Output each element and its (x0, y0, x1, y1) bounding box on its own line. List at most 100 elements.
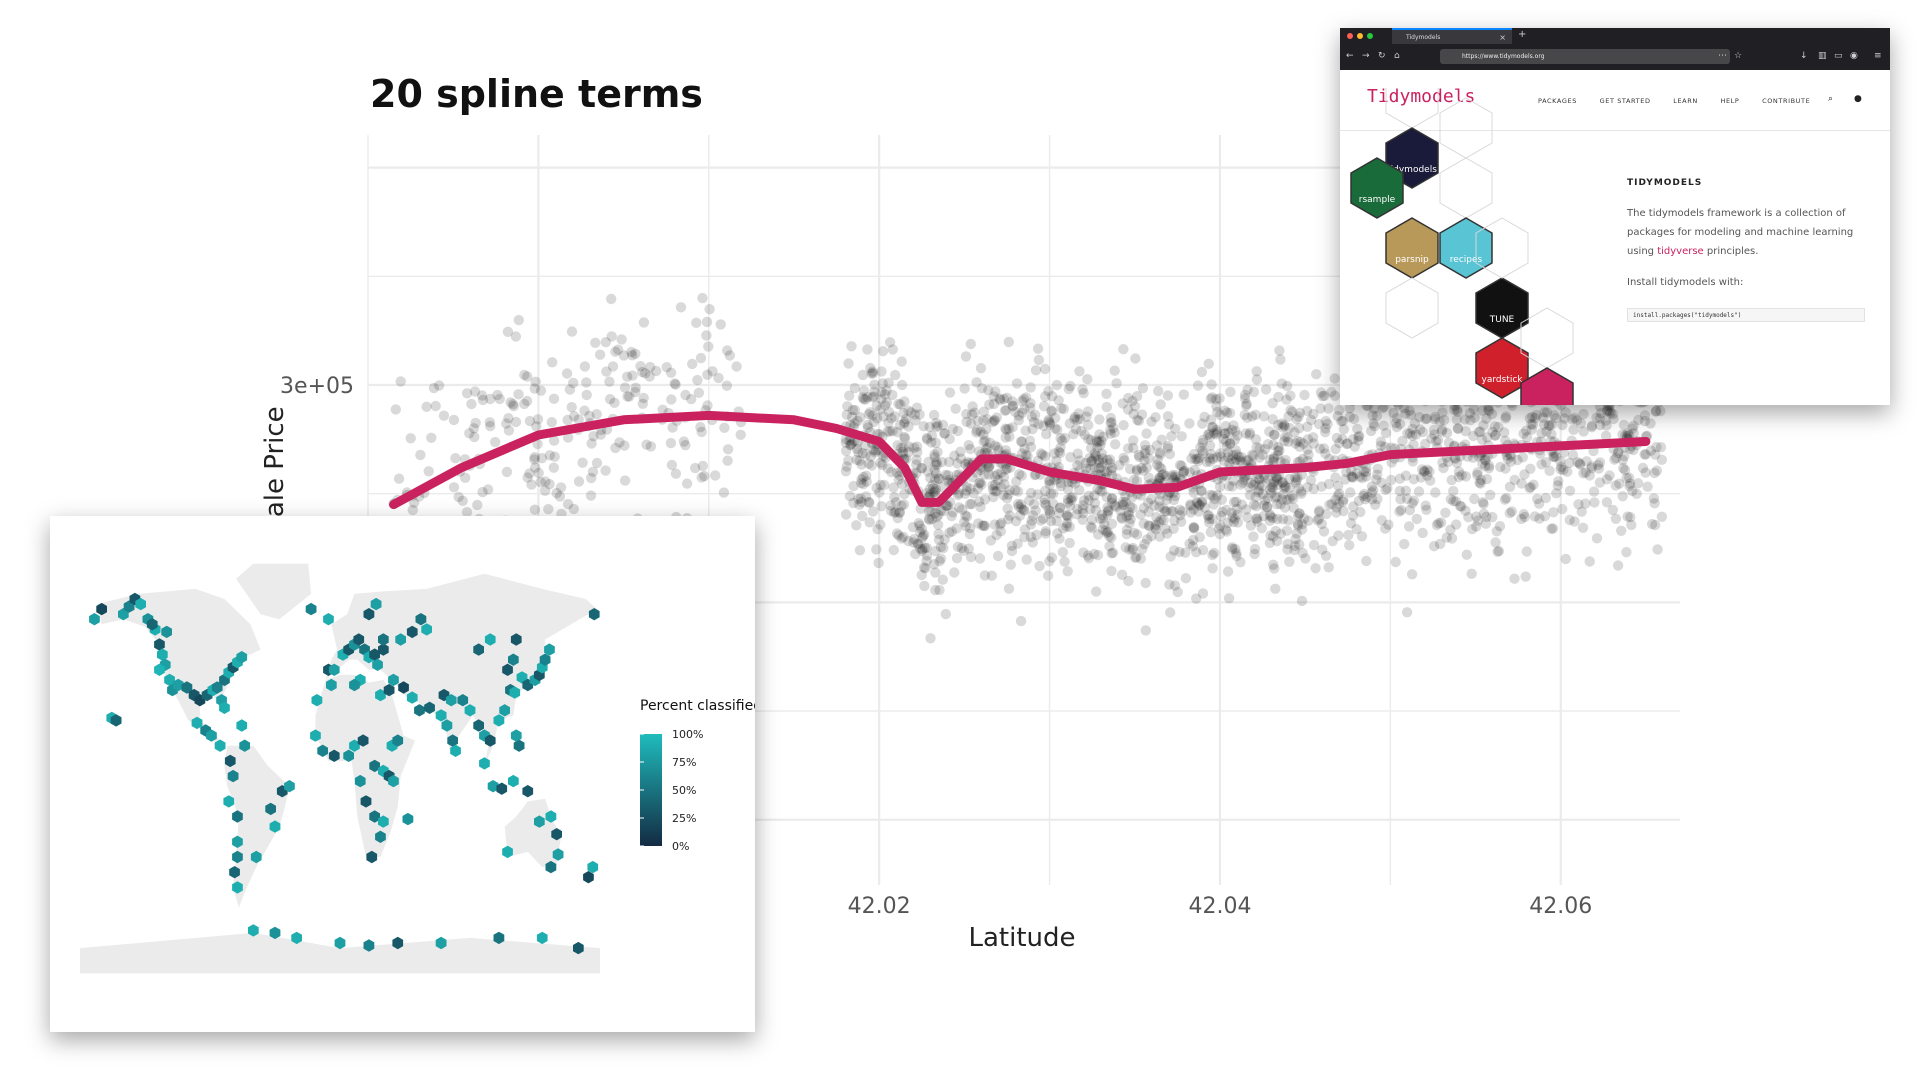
data-point (965, 443, 976, 455)
data-point (1106, 518, 1118, 529)
data-point (1437, 407, 1448, 418)
search-icon[interactable]: ⌕ (1828, 94, 1834, 104)
sidebar-icon[interactable]: ▭ (1834, 51, 1843, 61)
nav-learn[interactable]: LEARN (1673, 97, 1698, 105)
data-point (1575, 418, 1587, 429)
data-point (933, 534, 945, 545)
data-point (1292, 472, 1303, 483)
data-point (1639, 410, 1651, 421)
data-point (1018, 393, 1029, 405)
data-point (1039, 451, 1051, 462)
site-logo[interactable]: Tidymodels (1367, 86, 1476, 107)
back-icon[interactable]: ← (1346, 51, 1354, 61)
data-point (1012, 486, 1024, 497)
data-point (1078, 495, 1090, 506)
data-point (1564, 485, 1576, 496)
data-point (1564, 457, 1575, 469)
data-point (1166, 506, 1177, 517)
data-point (1222, 452, 1234, 463)
data-point (890, 506, 901, 518)
data-point (1343, 529, 1354, 541)
bookmark-star-icon[interactable]: ☆ (1734, 51, 1743, 61)
data-point (669, 378, 680, 389)
map-hex (435, 709, 447, 722)
data-point (930, 459, 941, 470)
nav-help[interactable]: HELP (1720, 97, 1740, 105)
data-point (1016, 470, 1027, 481)
data-point (1130, 353, 1141, 364)
data-point (930, 468, 942, 479)
data-point (1170, 471, 1182, 483)
data-point (1146, 416, 1157, 427)
data-point (1161, 506, 1172, 517)
nav-contribute[interactable]: CONTRIBUTE (1762, 97, 1811, 105)
data-point (1323, 562, 1334, 573)
data-point (627, 350, 638, 361)
data-point (1204, 513, 1215, 525)
data-point (856, 459, 867, 470)
data-point (1262, 501, 1273, 513)
data-point (916, 463, 928, 474)
data-point (1122, 443, 1134, 454)
tab-tidymodels[interactable]: Tidymodels × (1392, 28, 1512, 44)
minimize-window-icon[interactable] (1357, 33, 1363, 39)
data-point (915, 543, 926, 554)
library-icon[interactable]: ▥ (1818, 51, 1827, 61)
data-point (876, 501, 887, 512)
data-point (899, 433, 911, 444)
github-icon[interactable]: ● (1854, 94, 1862, 104)
forward-icon[interactable]: → (1362, 51, 1370, 61)
data-point (1331, 507, 1342, 518)
data-point (1266, 482, 1278, 493)
data-point (1273, 445, 1284, 457)
data-point (1083, 490, 1094, 501)
data-point (529, 454, 540, 465)
home-icon[interactable]: ⌂ (1394, 51, 1400, 61)
new-tab-icon[interactable]: + (1518, 29, 1527, 40)
data-point (949, 450, 960, 461)
data-point (1264, 515, 1276, 526)
data-point (879, 400, 891, 411)
data-point (950, 403, 961, 414)
data-point (701, 316, 713, 328)
url-bar[interactable]: https://www.tidymodels.org (1440, 49, 1730, 64)
data-point (1197, 418, 1208, 429)
map-hex (464, 704, 476, 717)
data-point (1348, 413, 1360, 425)
data-point (1267, 482, 1279, 493)
nav-packages[interactable]: PACKAGES (1538, 97, 1577, 105)
menu-icon[interactable]: ≡ (1874, 51, 1882, 61)
download-icon[interactable]: ↓ (1800, 51, 1808, 61)
maximize-window-icon[interactable] (1367, 33, 1373, 39)
data-point (1154, 461, 1165, 473)
reload-icon[interactable]: ↻ (1378, 51, 1386, 61)
close-window-icon[interactable] (1347, 33, 1353, 39)
data-point (866, 368, 877, 379)
data-point (1650, 449, 1661, 460)
data-point (1273, 419, 1284, 431)
data-point (1656, 511, 1668, 522)
data-point (1213, 523, 1225, 534)
data-point (626, 346, 637, 358)
tidyverse-link[interactable]: tidyverse (1657, 246, 1704, 257)
data-point (1120, 490, 1131, 501)
data-point (1037, 449, 1048, 460)
page-actions-icon[interactable]: ⋯ (1718, 51, 1727, 61)
data-point (912, 538, 923, 549)
data-point (1610, 513, 1622, 524)
data-point (888, 482, 899, 493)
data-point (1191, 453, 1203, 465)
close-tab-icon[interactable]: × (1499, 33, 1506, 42)
data-point (971, 425, 983, 436)
data-point (627, 370, 638, 381)
data-point (1003, 583, 1015, 594)
map-hex (232, 850, 243, 864)
account-icon[interactable]: ◉ (1850, 51, 1858, 61)
data-point (1567, 414, 1578, 425)
data-point (1541, 407, 1553, 418)
data-point (1505, 456, 1517, 467)
data-point (1135, 553, 1147, 564)
data-point (1319, 390, 1330, 401)
nav-get-started[interactable]: GET STARTED (1599, 97, 1651, 105)
